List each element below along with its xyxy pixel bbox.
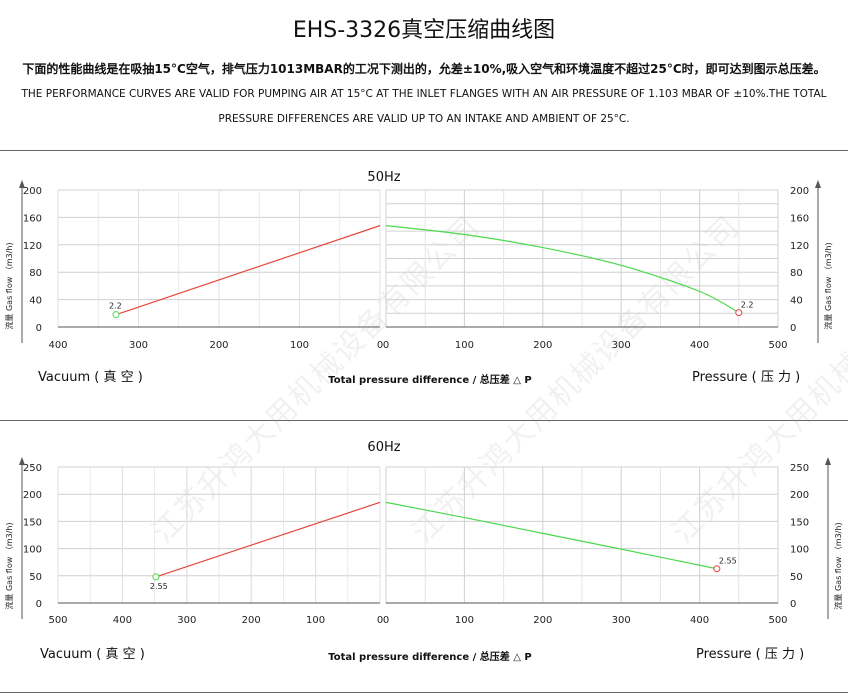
y-tick-label-right: 40 bbox=[790, 296, 803, 307]
y-tick-label-right: 250 bbox=[790, 463, 809, 474]
x-axis-label: Total pressure difference / 总压差 △ P bbox=[328, 650, 532, 663]
y-tick-label-left: 250 bbox=[23, 463, 42, 474]
x-tick-label-pressure: 400 bbox=[690, 615, 709, 626]
x-tick-label-vacuum: 400 bbox=[113, 615, 132, 626]
x-tick-label-vacuum: 400 bbox=[48, 340, 67, 351]
divider-middle bbox=[0, 420, 848, 421]
chart-title: 60Hz bbox=[367, 440, 400, 455]
pressure-point-label: 2.2 bbox=[741, 301, 754, 310]
y-tick-label-right: 80 bbox=[790, 268, 803, 279]
y-tick-label-right: 0 bbox=[790, 599, 796, 610]
y-axis-label-right: 流量 Gas flow （m3/h) bbox=[833, 522, 843, 609]
y-tick-label-left: 160 bbox=[23, 213, 42, 224]
x-tick-label-pressure: 500 bbox=[768, 340, 787, 351]
vacuum-label: Vacuum ( 真 空 ) bbox=[40, 647, 145, 662]
y-tick-label-left: 150 bbox=[23, 517, 42, 528]
pressure-curve bbox=[385, 501, 717, 570]
y-tick-label-right: 160 bbox=[790, 213, 809, 224]
x-tick-label-vacuum: 100 bbox=[290, 340, 309, 351]
x-tick-label-pressure: 0 bbox=[383, 340, 389, 351]
y-axis-label-left: 流量 Gas flow （m3/h) bbox=[4, 242, 14, 329]
description-cn: 下面的性能曲线是在吸抽15°C空气，排气压力1013MBAR的工况下测出的，允差… bbox=[22, 62, 826, 76]
description-en-line-2: PRESSURE DIFFERENCES ARE VALID UP TO AN … bbox=[218, 113, 630, 125]
vacuum-label: Vacuum ( 真 空 ) bbox=[38, 370, 143, 385]
y-tick-label-left: 40 bbox=[29, 296, 42, 307]
y-axis-left-arrow bbox=[19, 457, 25, 465]
divider-bottom bbox=[0, 692, 848, 693]
x-axis-label: Total pressure difference / 总压差 △ P bbox=[328, 373, 532, 386]
y-tick-label-right: 50 bbox=[790, 572, 803, 583]
y-tick-label-right: 200 bbox=[790, 186, 809, 197]
y-axis-left-arrow bbox=[19, 180, 25, 188]
x-tick-label-vacuum: 300 bbox=[129, 340, 148, 351]
y-tick-label-left: 200 bbox=[23, 186, 42, 197]
x-tick-label-pressure: 200 bbox=[533, 340, 552, 351]
x-tick-label-vacuum: 100 bbox=[306, 615, 325, 626]
pressure-point-label: 2.55 bbox=[719, 557, 737, 566]
x-tick-label-vacuum: 200 bbox=[209, 340, 228, 351]
divider-top bbox=[0, 150, 848, 151]
vacuum-curve bbox=[115, 225, 381, 316]
y-tick-label-right: 0 bbox=[790, 323, 796, 334]
y-tick-label-left: 120 bbox=[23, 241, 42, 252]
x-tick-label-vacuum: 200 bbox=[242, 615, 261, 626]
vacuum-point-marker bbox=[152, 573, 160, 581]
pressure-label: Pressure ( 压 力 ) bbox=[696, 647, 804, 662]
y-axis-right-arrow bbox=[815, 180, 821, 188]
y-tick-label-left: 0 bbox=[36, 323, 42, 334]
vacuum-point-label: 2.55 bbox=[150, 582, 168, 591]
page-title: EHS-3326真空压缩曲线图 bbox=[292, 18, 556, 43]
x-tick-label-vacuum: 0 bbox=[377, 615, 383, 626]
y-tick-label-right: 200 bbox=[790, 490, 809, 501]
y-tick-label-right: 120 bbox=[790, 241, 809, 252]
y-tick-label-left: 200 bbox=[23, 490, 42, 501]
pressure-label: Pressure ( 压 力 ) bbox=[692, 370, 800, 385]
x-tick-label-pressure: 400 bbox=[690, 340, 709, 351]
y-axis-label-left: 流量 Gas flow （m3/h) bbox=[4, 522, 14, 609]
chart-title: 50Hz bbox=[367, 170, 400, 185]
y-tick-label-right: 100 bbox=[790, 545, 809, 556]
x-tick-label-pressure: 300 bbox=[612, 340, 631, 351]
y-axis-label-right: 流量 Gas flow （m3/h) bbox=[823, 242, 833, 329]
description-en-line-1: THE PERFORMANCE CURVES ARE VALID FOR PUM… bbox=[21, 88, 827, 100]
x-tick-label-vacuum: 300 bbox=[177, 615, 196, 626]
pressure-curve bbox=[385, 225, 740, 314]
y-tick-label-left: 100 bbox=[23, 545, 42, 556]
vacuum-curve bbox=[155, 501, 381, 578]
x-tick-label-vacuum: 500 bbox=[48, 615, 67, 626]
x-tick-label-pressure: 100 bbox=[455, 615, 474, 626]
x-tick-label-pressure: 0 bbox=[383, 615, 389, 626]
pressure-point-marker bbox=[735, 309, 743, 317]
x-tick-label-vacuum: 0 bbox=[377, 340, 383, 351]
x-tick-label-pressure: 300 bbox=[612, 615, 631, 626]
y-tick-label-left: 0 bbox=[36, 599, 42, 610]
x-tick-label-pressure: 100 bbox=[455, 340, 474, 351]
y-tick-label-left: 80 bbox=[29, 268, 42, 279]
y-tick-label-right: 150 bbox=[790, 517, 809, 528]
x-tick-label-pressure: 200 bbox=[533, 615, 552, 626]
y-tick-label-left: 50 bbox=[29, 572, 42, 583]
vacuum-point-marker bbox=[112, 311, 120, 319]
y-axis-right-arrow bbox=[825, 457, 831, 465]
vacuum-point-label: 2.2 bbox=[109, 302, 122, 311]
pressure-point-marker bbox=[713, 565, 721, 573]
x-tick-label-pressure: 500 bbox=[768, 615, 787, 626]
